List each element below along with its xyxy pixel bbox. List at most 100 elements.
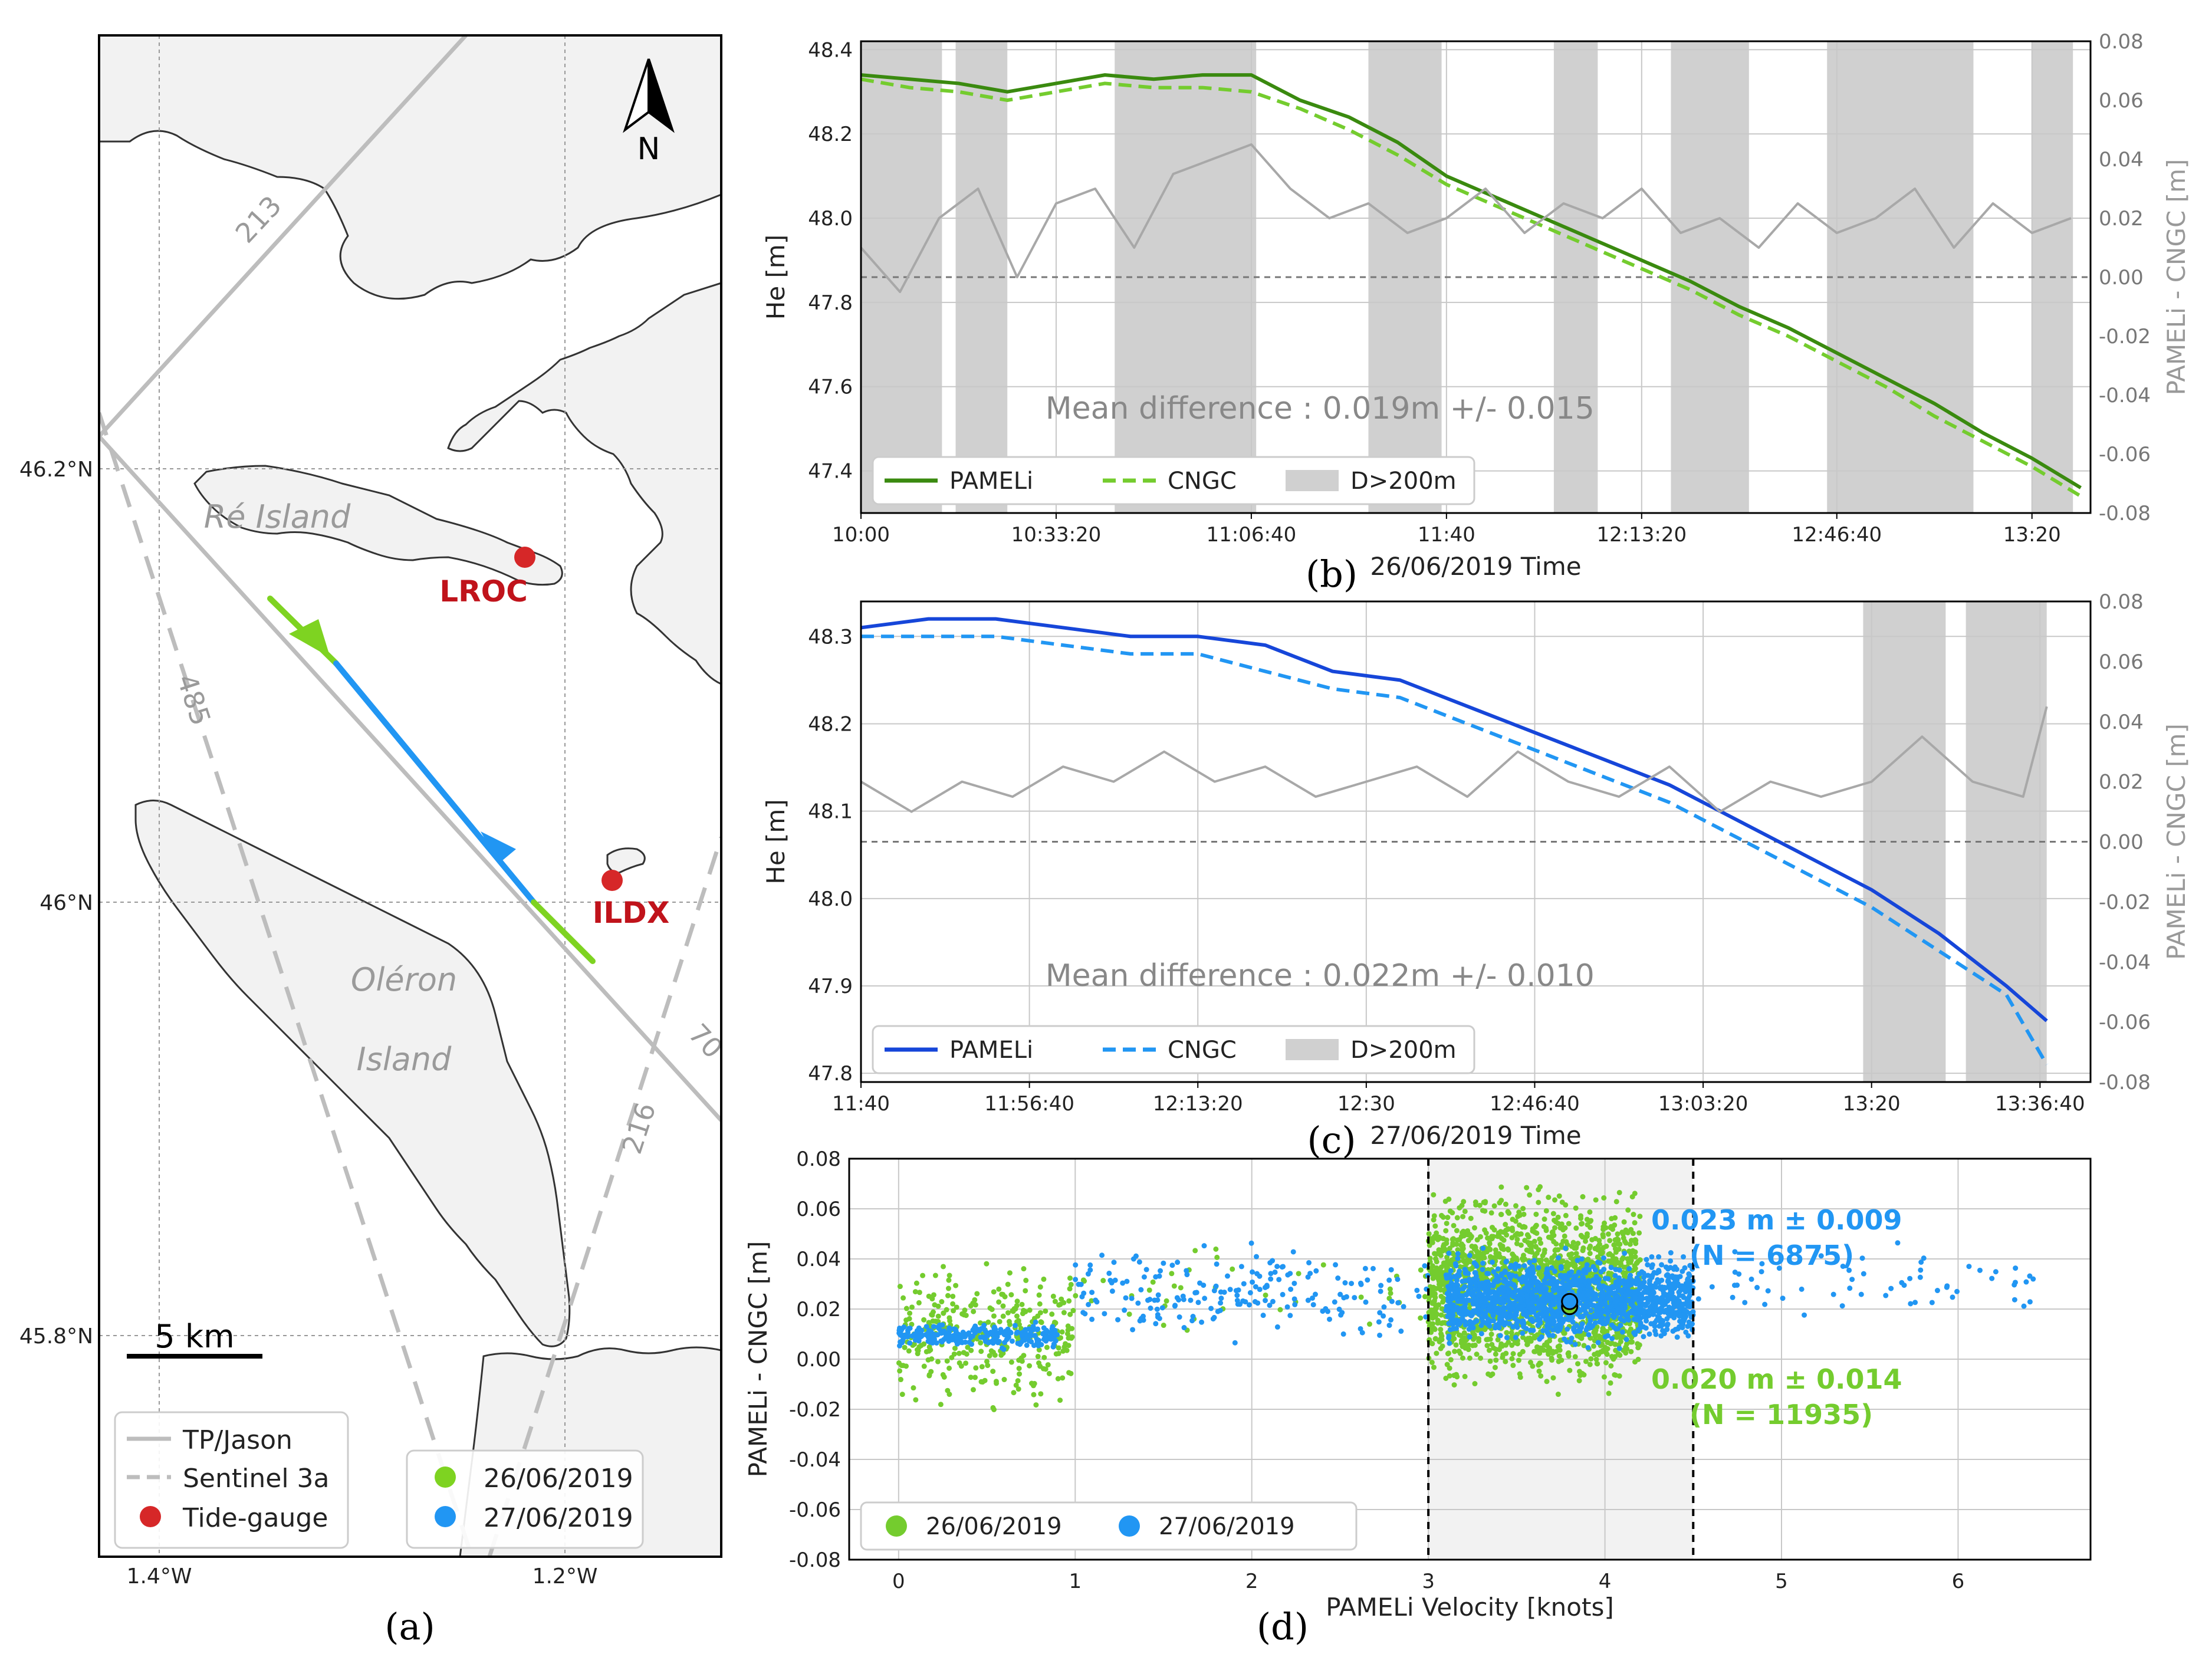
xtick-label: 3	[1422, 1570, 1435, 1593]
data-point	[1452, 1349, 1458, 1354]
data-point	[1478, 1355, 1484, 1361]
data-point	[1465, 1288, 1471, 1294]
data-point	[1447, 1208, 1453, 1214]
xtick-label: 6	[1952, 1570, 1965, 1593]
data-point	[1560, 1227, 1566, 1233]
data-point	[1633, 1241, 1639, 1247]
data-point	[1581, 1270, 1587, 1275]
data-point	[1456, 1321, 1462, 1327]
data-point	[1431, 1364, 1437, 1370]
data-point	[1600, 1234, 1606, 1239]
ytick-label: 48.1	[808, 800, 853, 824]
data-point	[1050, 1293, 1056, 1299]
data-point	[1558, 1265, 1564, 1271]
data-point	[1954, 1288, 1960, 1294]
data-point	[1078, 1281, 1084, 1287]
data-point	[991, 1313, 997, 1319]
ytick-label: 48.4	[808, 38, 853, 62]
data-point	[1502, 1293, 1508, 1299]
data-point	[1646, 1281, 1652, 1287]
data-point	[1504, 1232, 1510, 1238]
data-point	[1762, 1301, 1768, 1307]
data-point	[1235, 1287, 1241, 1293]
data-point	[970, 1387, 976, 1393]
data-point	[1460, 1285, 1466, 1291]
data-point	[996, 1299, 1002, 1305]
data-point	[1566, 1262, 1572, 1268]
data-point	[2023, 1279, 2029, 1285]
data-point	[1573, 1245, 1579, 1251]
data-point	[1830, 1291, 1836, 1297]
data-point	[1485, 1371, 1491, 1377]
data-point	[1395, 1300, 1401, 1306]
data-point	[1655, 1313, 1661, 1319]
data-point	[1470, 1343, 1475, 1349]
data-point	[1352, 1295, 1358, 1301]
data-point	[1579, 1321, 1585, 1327]
data-point	[1571, 1325, 1577, 1331]
data-point	[1106, 1270, 1112, 1276]
data-point	[1530, 1293, 1536, 1298]
data-point	[1501, 1304, 1507, 1310]
data-point	[1503, 1350, 1509, 1356]
data-point	[1445, 1215, 1451, 1221]
data-point	[1431, 1284, 1437, 1290]
data-point	[1606, 1309, 1612, 1315]
data-point	[965, 1344, 971, 1350]
data-point	[1044, 1344, 1050, 1350]
series-pameli	[860, 73, 2082, 489]
data-point	[1595, 1361, 1600, 1367]
data-point	[1470, 1325, 1476, 1331]
data-point	[1199, 1319, 1205, 1325]
series-difference	[860, 143, 2072, 293]
data-point	[905, 1334, 911, 1340]
data-point	[1677, 1288, 1683, 1294]
data-point	[1622, 1238, 1628, 1244]
data-point	[1647, 1296, 1653, 1302]
data-point	[1491, 1345, 1497, 1351]
data-point	[1427, 1323, 1432, 1329]
data-point	[918, 1343, 924, 1349]
data-point	[1014, 1313, 1020, 1319]
data-point	[1232, 1340, 1238, 1346]
data-point	[1562, 1336, 1567, 1342]
data-point	[1572, 1354, 1578, 1360]
data-point	[1592, 1235, 1598, 1241]
data-point	[1241, 1281, 1247, 1287]
ship-track	[267, 596, 596, 964]
data-point	[1635, 1345, 1641, 1351]
ytick-label: -0.08	[789, 1548, 841, 1572]
data-point	[1616, 1275, 1622, 1281]
data-point	[1120, 1280, 1126, 1286]
data-point	[1549, 1357, 1555, 1363]
data-point	[1312, 1291, 1318, 1297]
data-point	[1593, 1296, 1599, 1302]
plot-frame	[860, 600, 2092, 1083]
data-point	[1547, 1260, 1553, 1265]
data-point	[1652, 1323, 1658, 1329]
data-point	[1516, 1357, 1521, 1363]
data-point	[1550, 1300, 1556, 1306]
data-point	[1555, 1214, 1561, 1220]
ytick-label: 0.00	[796, 1348, 841, 1372]
data-point	[952, 1346, 958, 1352]
data-point	[1641, 1324, 1646, 1330]
xlabel: 27/06/2019 Time	[1370, 1121, 1581, 1150]
data-point	[1491, 1269, 1497, 1275]
data-point	[1510, 1216, 1516, 1222]
data-point	[1667, 1313, 1672, 1318]
data-point	[1593, 1356, 1599, 1362]
data-point	[896, 1330, 902, 1336]
data-point	[1581, 1343, 1587, 1349]
data-point	[1073, 1277, 1079, 1283]
data-point	[1514, 1324, 1520, 1330]
data-point	[998, 1352, 1004, 1358]
data-point	[2013, 1265, 2019, 1271]
data-point	[1437, 1339, 1442, 1344]
mainland-middle	[447, 282, 721, 685]
data-point	[1732, 1249, 1738, 1255]
data-point	[1136, 1259, 1142, 1265]
data-point	[1498, 1184, 1504, 1190]
data-point	[1628, 1349, 1634, 1354]
data-point	[1533, 1244, 1539, 1250]
